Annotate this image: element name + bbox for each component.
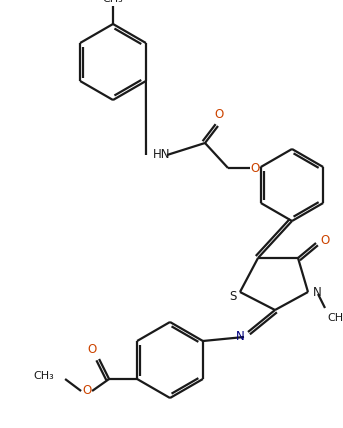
Text: O: O [214,108,224,121]
Text: N: N [313,285,322,298]
Text: O: O [320,234,329,247]
Text: O: O [82,384,92,398]
Text: N: N [236,330,245,342]
Text: O: O [88,343,97,356]
Text: CH₃: CH₃ [103,0,123,4]
Text: HN: HN [153,149,170,161]
Text: O: O [250,161,260,175]
Text: S: S [229,289,237,303]
Text: CH₃: CH₃ [33,371,54,381]
Text: CH₃: CH₃ [327,313,343,323]
